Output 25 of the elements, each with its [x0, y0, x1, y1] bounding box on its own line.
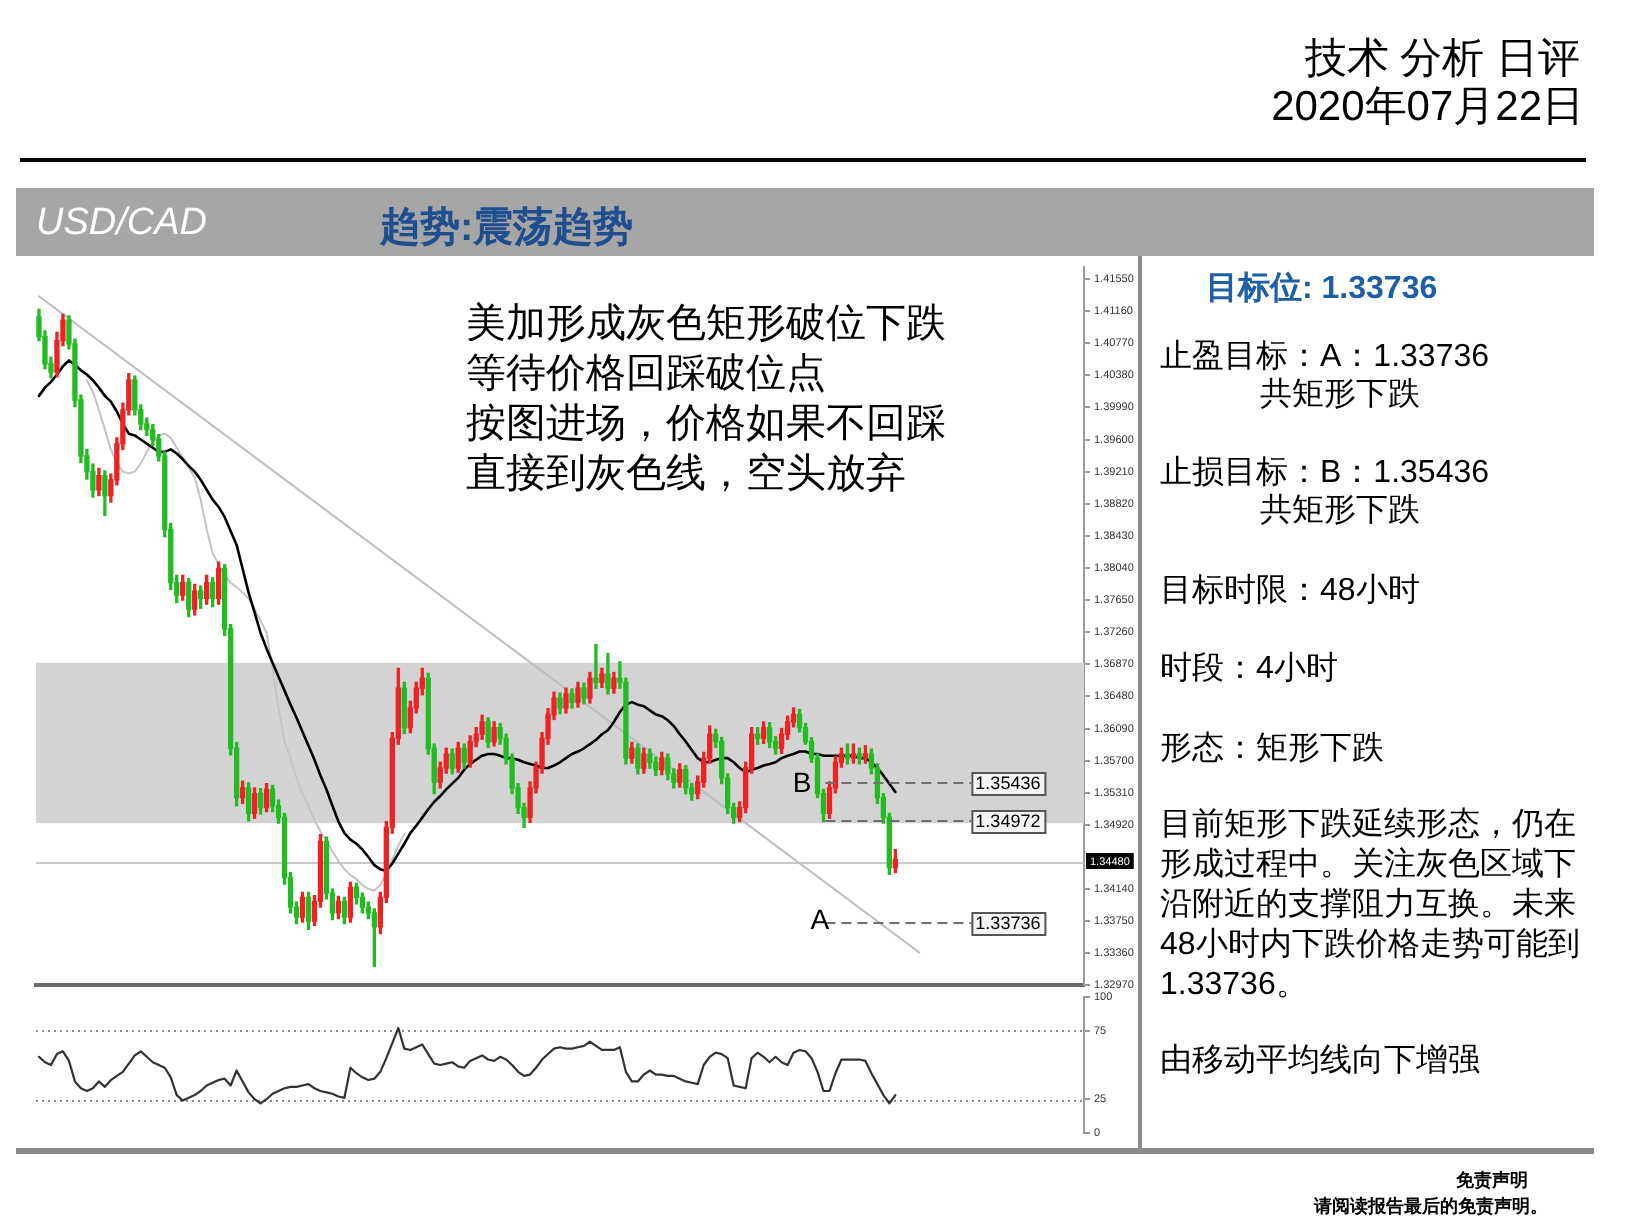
- text: 2020年07月22日: [1271, 84, 1584, 130]
- text: 时段：4小时: [1160, 650, 1338, 690]
- annotation: A: [810, 903, 831, 936]
- text: 由移动平均线向下增强: [1160, 1042, 1480, 1082]
- text: 技术 分析 日评: [1304, 34, 1580, 86]
- ref-line-label: 1.34972: [975, 810, 1041, 831]
- chart-title: USD/CAD: [36, 202, 208, 246]
- annotation: 等待价格回踩破位点: [465, 351, 826, 396]
- text: 目标时限：48小时: [1160, 572, 1420, 612]
- text: 止盈目标：A：1.33736: [1160, 338, 1490, 377]
- candlestick: [593, 643, 599, 689]
- text: 共矩形下跌: [1260, 492, 1420, 532]
- text: 目标位: 1.33736: [1206, 270, 1438, 310]
- annotation: 直接到灰色线，空头放弃: [465, 449, 906, 496]
- text: 请阅读报告最后的免责声明。: [1314, 1196, 1548, 1218]
- chart-subtitle: 趋势:震荡趋势: [380, 204, 634, 254]
- annotation: B: [792, 765, 812, 798]
- text: 止损目标：B：1.35436: [1160, 454, 1490, 493]
- ref-line-label: 1.33736: [975, 912, 1041, 933]
- text: 免责声明: [1456, 1170, 1528, 1192]
- annotation: 美加形成灰色矩形破位下跌: [465, 299, 946, 346]
- text: 共矩形下跌: [1260, 376, 1420, 416]
- annotation: 按图进场，价格如果不回踩: [465, 401, 946, 446]
- text: 形态：矩形下跌: [1160, 730, 1384, 770]
- text: 目前矩形下跌延续形态，仍在形成过程中。关注灰色区域下沿附近的支撑阻力互换。未来48小时内下跌价格走势可能到1.33736。: [1160, 806, 1582, 1006]
